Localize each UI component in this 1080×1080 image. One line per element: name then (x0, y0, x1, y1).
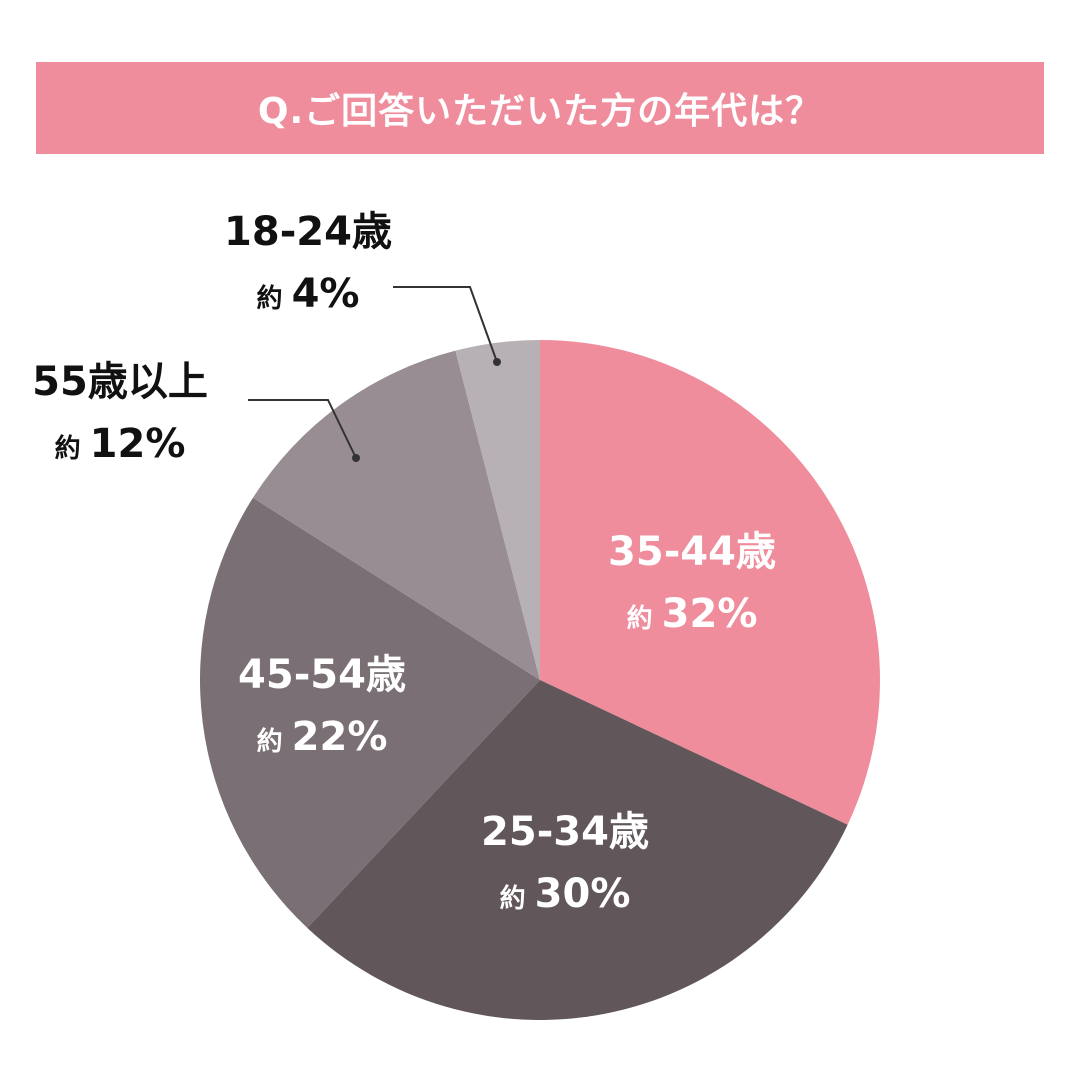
slice-label-2: 45-54歳 (238, 652, 406, 698)
slice-value-label-3: 約 12% (55, 421, 186, 467)
leader-line-4 (393, 286, 498, 363)
pie-slice-3 (252, 350, 540, 680)
slice-label-0: 35-44歳 (608, 529, 776, 575)
pie-slice-1 (307, 680, 848, 1021)
leader-line-3 (248, 399, 357, 459)
leader-dot-4 (493, 358, 501, 366)
leader-dot-3 (352, 454, 360, 462)
slice-value-label-0: 約 32% (627, 591, 758, 637)
chart-title: Q.ご回答いただいた方の年代は？ (257, 91, 823, 132)
pie-slice-4 (455, 340, 540, 680)
pie-slice-2 (200, 497, 541, 928)
slice-value-label-4: 約 4% (257, 271, 360, 317)
slice-label-1: 25-34歳 (481, 809, 649, 855)
slice-label-4: 18-24歳 (224, 209, 392, 255)
slice-label-3: 55歳以上 (32, 359, 208, 405)
title-background (36, 62, 1044, 154)
title-bar: Q.ご回答いただいた方の年代は？ (36, 62, 1044, 154)
slice-value-label-2: 約 22% (257, 714, 388, 760)
pie-slices (200, 340, 880, 1021)
leader-lines (248, 286, 501, 462)
pie-slice-0 (540, 340, 880, 825)
slice-value-label-1: 約 30% (500, 871, 631, 917)
